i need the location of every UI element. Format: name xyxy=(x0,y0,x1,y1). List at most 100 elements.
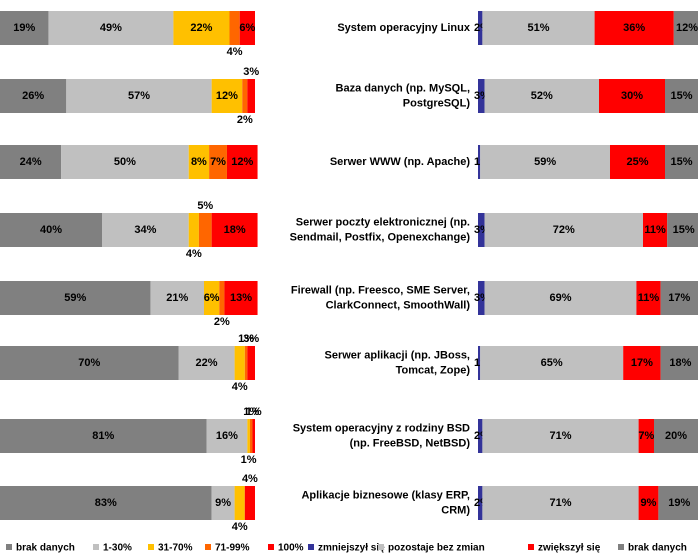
bar-segment xyxy=(209,145,227,179)
bar-segment xyxy=(0,486,212,520)
bar-segment xyxy=(484,79,599,113)
bar-segment xyxy=(643,213,668,247)
bar-segment xyxy=(242,79,248,113)
category-label: Baza danych (np. MySQL, xyxy=(336,82,470,94)
value-label: 59% xyxy=(534,156,556,168)
bar-segment xyxy=(247,419,250,453)
bar-segment xyxy=(206,419,248,453)
value-label: 9% xyxy=(215,497,231,509)
bar-segment xyxy=(0,281,151,315)
bar-segment xyxy=(480,346,624,380)
value-label: 1% xyxy=(243,406,259,418)
legend-swatch xyxy=(205,544,211,550)
value-label: 52% xyxy=(531,90,553,102)
bar-segment xyxy=(102,213,189,247)
bar-segment xyxy=(0,213,102,247)
value-label: 2% xyxy=(214,316,230,328)
value-label: 3% xyxy=(243,66,259,78)
legend-label: brak danych xyxy=(16,543,75,554)
value-label: 20% xyxy=(665,430,687,442)
value-label: 51% xyxy=(527,22,549,34)
bar-segment xyxy=(665,79,698,113)
value-label: 7% xyxy=(210,156,226,168)
legend-swatch xyxy=(308,544,314,550)
value-label: 4% xyxy=(227,46,243,58)
value-label: 22% xyxy=(190,22,212,34)
bar-segment xyxy=(239,11,255,45)
bar-segment xyxy=(0,79,67,113)
category-label: System operacyjny z rodziny BSD xyxy=(293,422,470,434)
bar-segment xyxy=(594,11,674,45)
bar-segment xyxy=(623,346,661,380)
category-label: Serwer poczty elektronicznej (np. xyxy=(296,216,470,228)
value-label: 3% xyxy=(243,333,259,345)
bar-segment xyxy=(478,145,481,179)
value-label: 2% xyxy=(237,114,253,126)
legend-label: zwiększył się xyxy=(538,543,601,554)
value-label: 12% xyxy=(216,90,238,102)
value-label: 19% xyxy=(13,22,35,34)
bar-segment xyxy=(478,419,483,453)
legend-label: brak danych xyxy=(628,543,687,554)
category-label: Tomcat, Zope) xyxy=(396,364,471,376)
value-label: 21% xyxy=(166,292,188,304)
bar-segment xyxy=(173,11,230,45)
bar-segment xyxy=(478,213,485,247)
bar-segment xyxy=(178,346,235,380)
category-label: ClarkConnect, SmoothWall) xyxy=(326,299,471,311)
legend-label: 31-70% xyxy=(158,543,193,554)
bar-segment xyxy=(482,11,595,45)
category-label: Firewall (np. Freesco, SME Server, xyxy=(291,284,470,296)
legend-label: 1-30% xyxy=(103,543,132,554)
value-label: 71% xyxy=(549,430,571,442)
legend-swatch xyxy=(618,544,624,550)
value-label: 11% xyxy=(644,224,666,236)
bar-segment xyxy=(665,145,698,179)
bar-segment xyxy=(226,145,258,179)
category-label: PostgreSQL) xyxy=(403,97,471,109)
legend-label: zmniejszył się xyxy=(318,543,385,554)
bar-segment xyxy=(484,213,643,247)
legend-swatch xyxy=(528,544,534,550)
value-label: 57% xyxy=(128,90,150,102)
value-label: 12% xyxy=(676,22,698,34)
value-label: 11% xyxy=(638,292,660,304)
value-label: 24% xyxy=(20,156,42,168)
value-label: 9% xyxy=(641,497,657,509)
legend-swatch xyxy=(268,544,274,550)
bar-segment xyxy=(188,213,199,247)
bar-segment xyxy=(204,281,220,315)
value-label: 17% xyxy=(668,292,690,304)
value-label: 17% xyxy=(631,357,653,369)
value-label: 83% xyxy=(95,497,117,509)
value-label: 25% xyxy=(626,156,648,168)
value-label: 18% xyxy=(669,357,691,369)
bar-segment xyxy=(673,11,698,45)
value-label: 5% xyxy=(197,200,213,212)
legend-swatch xyxy=(6,544,12,550)
legend-swatch xyxy=(148,544,154,550)
bar-segment xyxy=(0,346,179,380)
value-label: 6% xyxy=(239,22,255,34)
legend-label: pozostaje bez zmian xyxy=(388,543,485,554)
bar-segment xyxy=(654,419,698,453)
bar-segment xyxy=(249,419,253,453)
value-label: 6% xyxy=(204,292,220,304)
category-label: Serwer WWW (np. Apache) xyxy=(330,156,470,168)
value-label: 72% xyxy=(553,224,575,236)
bar-segment xyxy=(636,281,661,315)
bar-segment xyxy=(478,79,485,113)
value-label: 59% xyxy=(64,292,86,304)
legend-label: 71-99% xyxy=(215,543,250,554)
bar-segment xyxy=(229,11,240,45)
value-label: 26% xyxy=(22,90,44,102)
value-label: 71% xyxy=(549,497,571,509)
bar-segment xyxy=(0,145,62,179)
bar-segment xyxy=(482,486,639,520)
bar-segment xyxy=(638,419,654,453)
bar-segment xyxy=(211,79,243,113)
value-label: 4% xyxy=(186,248,202,260)
bar-segment xyxy=(660,281,698,315)
value-label: 1% xyxy=(246,406,262,418)
